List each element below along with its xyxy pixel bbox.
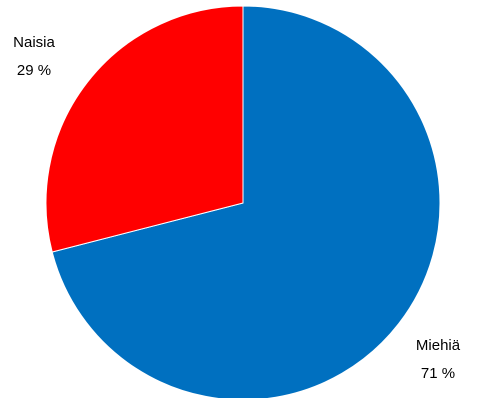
pie-slices: [45, 5, 441, 398]
slice-label-percent: 29 %: [17, 62, 51, 79]
slice-label-name: Naisia: [13, 34, 55, 51]
pie-slice-miehi-: [51, 5, 441, 398]
slice-label-percent: 71 %: [421, 365, 455, 382]
pie-slice-naisia: [45, 5, 244, 253]
pie-labels: Miehiä 71 % Naisia 29 %: [13, 34, 461, 382]
slice-label-name: Miehiä: [416, 337, 461, 354]
